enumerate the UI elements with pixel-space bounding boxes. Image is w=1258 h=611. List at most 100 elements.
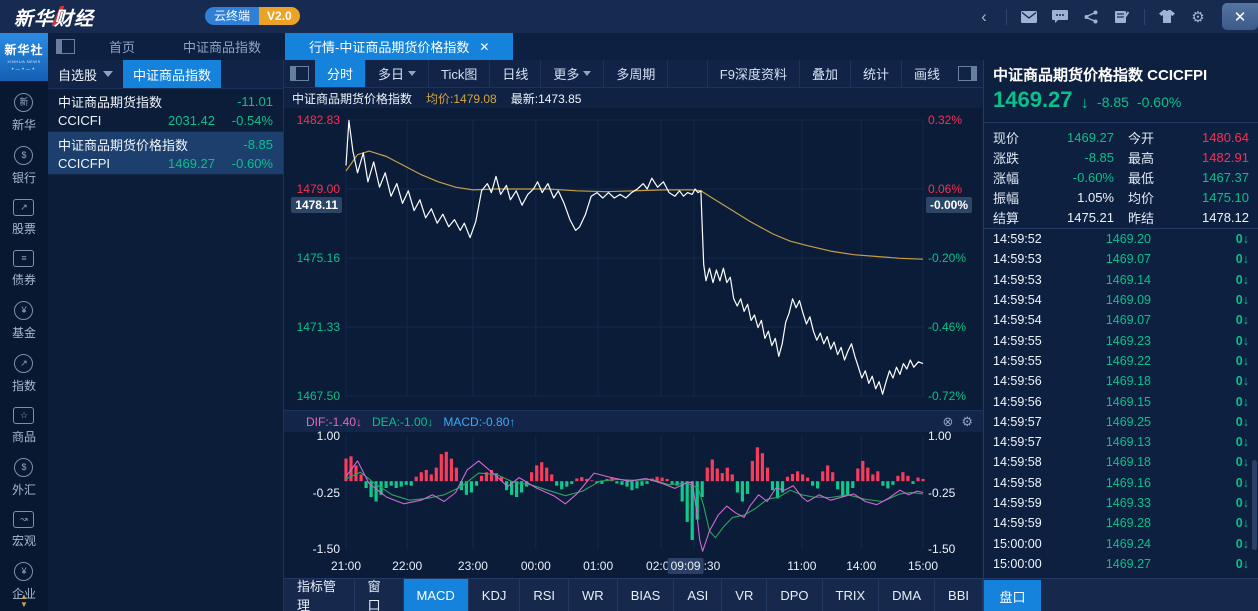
toolbar-button-画线[interactable]: 画线 — [900, 60, 952, 87]
sidebar-item-债券[interactable]: ≡ 债券 — [12, 250, 36, 288]
watchlist-row[interactable]: 中证商品期货指数 -11.01 CCICFI 2031.42 -0.54% — [48, 89, 283, 132]
indicator-settings-gear-icon[interactable]: ⚙ — [961, 413, 973, 429]
toolbar-button-更多[interactable]: 更多 — [541, 60, 605, 87]
sidebar-item-指数[interactable]: ↗ 指数 — [12, 354, 36, 394]
tick-row[interactable]: 14:59:56 1469.18 0↓ — [984, 371, 1258, 391]
toolbar-button-分时[interactable]: 分时 — [315, 60, 367, 87]
tick-price: 1469.07 — [1105, 313, 1151, 328]
tick-volume-value: 0 — [1235, 333, 1243, 348]
tick-time: 14:59:53 — [993, 272, 1042, 287]
tick-list[interactable]: 14:59:52 1469.20 0↓ 14:59:53 1469.07 0↓ 14:59:… — [984, 228, 1258, 579]
xinhua-agency-logo[interactable]: 新华社 XINHUA NEWS •─•─• — [0, 33, 48, 81]
collapse-left-panel-icon[interactable] — [290, 66, 309, 81]
collapse-right-panel-icon[interactable] — [958, 66, 977, 81]
tick-time: 15:00:00 — [993, 536, 1042, 551]
indicator-button-TRIX[interactable]: TRIX — [823, 579, 880, 611]
settings-gear-icon[interactable]: ⚙ — [1191, 8, 1205, 26]
indicator-button-指标管理[interactable]: 指标管理 — [284, 579, 355, 611]
toolbar-button-Tick图[interactable]: Tick图 — [429, 60, 491, 87]
price-chart[interactable]: 1482.83 0.32% 1479.00 0.06% 1475.16 -0.20% 147… — [284, 108, 984, 410]
toolbar-button-F9深度资料[interactable]: F9深度资料 — [706, 60, 799, 87]
skin-shirt-icon[interactable] — [1158, 9, 1176, 25]
chart-column: 分时 多日 Tick图 日线 更多 多周期 F9深度资料 叠加 统计 画线 中证商品期货价格指数… — [283, 60, 983, 611]
indicator-button-BBI[interactable]: BBI — [935, 579, 983, 611]
tick-row[interactable]: 14:59:54 1469.07 0↓ — [984, 310, 1258, 330]
collapse-chevron-icon[interactable]: ‹ — [981, 6, 987, 26]
sidebar-item-企业[interactable]: ¥ 企业 — [12, 562, 36, 602]
mail-icon[interactable] — [1020, 9, 1038, 25]
toolbar-button-统计[interactable]: 统计 — [849, 60, 901, 87]
sidebar-item-宏观[interactable]: ↝ 宏观 — [12, 511, 36, 549]
tick-price: 1469.23 — [1105, 333, 1151, 348]
stat-label: 均价 — [1128, 190, 1155, 206]
sidebar-item-银行[interactable]: $ 银行 — [12, 146, 36, 186]
rail-scroll-arrows[interactable]: ▲ ▼ — [20, 592, 28, 609]
close-window-button[interactable]: ✕ — [1222, 3, 1258, 30]
tick-price: 1469.14 — [1105, 272, 1151, 287]
tick-row[interactable]: 14:59:59 1469.33 0↓ — [984, 493, 1258, 513]
tick-scrollbar[interactable] — [1252, 460, 1257, 550]
tick-time: 14:59:57 — [993, 414, 1042, 429]
toolbar-button-叠加[interactable]: 叠加 — [798, 60, 850, 87]
toolbar-button-多周期[interactable]: 多周期 — [604, 60, 669, 87]
sidebar-item-商品[interactable]: ☆ 商品 — [12, 407, 36, 445]
tick-volume: 0↓ — [1151, 293, 1249, 307]
indicator-button-KDJ[interactable]: KDJ — [469, 579, 521, 611]
toolbar-button-日线[interactable]: 日线 — [490, 60, 542, 87]
tick-row[interactable]: 14:59:53 1469.07 0↓ — [984, 249, 1258, 269]
tick-row[interactable]: 14:59:57 1469.13 0↓ — [984, 432, 1258, 452]
tick-row[interactable]: 14:59:55 1469.23 0↓ — [984, 330, 1258, 350]
sidebar-item-股票[interactable]: ↗ 股票 — [12, 199, 36, 237]
chat-icon[interactable] — [1051, 9, 1069, 25]
close-tab-icon[interactable]: ✕ — [479, 39, 490, 54]
document-tab[interactable]: 行情-中证商品期货价格指数 ✕ — [285, 33, 514, 60]
tick-volume: 0↓ — [1151, 476, 1249, 490]
document-tab[interactable]: 中证商品指数 — [159, 33, 285, 60]
xinhua-icon: 新 — [14, 93, 34, 112]
tick-row[interactable]: 14:59:55 1469.22 0↓ — [984, 351, 1258, 371]
tick-row[interactable]: 14:59:54 1469.09 0↓ — [984, 290, 1258, 310]
indicator-button-MACD[interactable]: MACD — [403, 579, 469, 611]
macd-chart-canvas[interactable] — [284, 432, 984, 556]
tick-volume-value: 0 — [1235, 353, 1243, 368]
instrument-code: CCICFPI — [58, 156, 110, 171]
note-icon[interactable] — [1113, 9, 1131, 25]
watchlist-tab[interactable]: 中证商品指数 — [123, 60, 222, 88]
indicator-button-RSI[interactable]: RSI — [520, 579, 570, 611]
tick-row[interactable]: 14:59:56 1469.15 0↓ — [984, 391, 1258, 411]
toolbar-button-多日[interactable]: 多日 — [366, 60, 430, 87]
sidebar-item-外汇[interactable]: $ 外汇 — [12, 458, 36, 498]
last-price: 1469.27 — [993, 87, 1073, 112]
tick-row[interactable]: 15:00:00 1469.27 0↓ — [984, 554, 1258, 574]
y-axis-pct-label: 0.06% — [928, 181, 963, 196]
sidebar-item-基金[interactable]: ¥ 基金 — [12, 301, 36, 341]
indicator-button-BIAS[interactable]: BIAS — [618, 579, 675, 611]
tick-row[interactable]: 14:59:53 1469.14 0↓ — [984, 270, 1258, 290]
instrument-price: 2031.42 — [168, 113, 215, 128]
tick-volume-value: 0 — [1235, 394, 1243, 409]
share-icon[interactable] — [1082, 9, 1100, 25]
tick-row[interactable]: 14:59:57 1469.25 0↓ — [984, 412, 1258, 432]
tick-row[interactable]: 14:59:59 1469.28 0↓ — [984, 513, 1258, 533]
indicator-button-DMA[interactable]: DMA — [879, 579, 936, 611]
close-indicator-icon[interactable]: ⊗ — [942, 413, 954, 429]
indicator-button-WR[interactable]: WR — [569, 579, 618, 611]
price-chart-canvas[interactable] — [284, 108, 984, 410]
tick-row[interactable]: 14:59:52 1469.20 0↓ — [984, 229, 1258, 249]
document-tab[interactable]: 首页 — [85, 33, 159, 60]
indicator-button-DPO[interactable]: DPO — [767, 579, 823, 611]
macd-chart[interactable]: 1.00 1.00 -0.25 -0.25 -1.50 -1.50 — [284, 429, 984, 556]
macd-header: DIF:-1.40↓ DEA:-1.00↓ MACD:-0.80↑ ⊗ ⚙ — [284, 410, 983, 432]
indicator-button-窗口[interactable]: 窗口 — [355, 579, 404, 611]
tick-row[interactable]: 14:59:58 1469.18 0↓ — [984, 452, 1258, 472]
indicator-button-ASI[interactable]: ASI — [674, 579, 723, 611]
indicator-button-VR[interactable]: VR — [722, 579, 768, 611]
tick-row[interactable]: 14:59:58 1469.16 0↓ — [984, 473, 1258, 493]
panel-toggle-icon[interactable] — [56, 39, 75, 54]
tick-volume: 0↓ — [1151, 496, 1249, 510]
watchlist-group-dropdown[interactable]: 自选股 — [48, 60, 123, 88]
tick-row[interactable]: 15:00:00 1469.24 0↓ — [984, 533, 1258, 553]
watchlist-row[interactable]: 中证商品期货价格指数 -8.85 CCICFPI 1469.27 -0.60% — [48, 132, 283, 175]
order-book-tab[interactable]: 盘口 — [984, 580, 1041, 611]
sidebar-item-新华[interactable]: 新新华 — [12, 93, 36, 133]
